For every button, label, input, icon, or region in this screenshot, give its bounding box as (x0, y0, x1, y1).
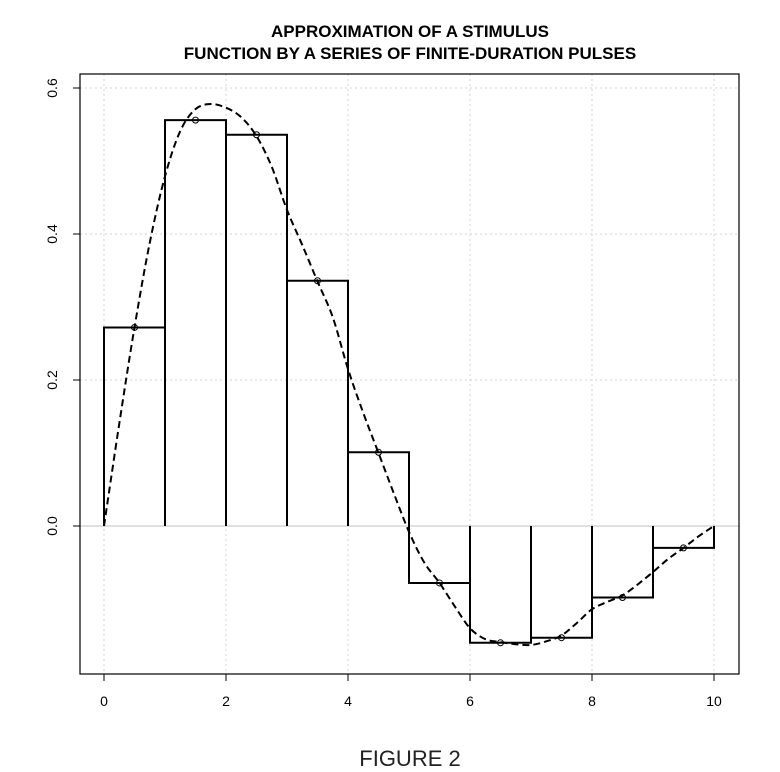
pulse-bar-3 (286, 279, 349, 526)
figure-caption: FIGURE 2 (359, 746, 460, 771)
pulse-bar-8 (591, 526, 654, 599)
pulse-bars (103, 119, 715, 644)
pulse-bar-4 (347, 451, 410, 526)
sample-point-9 (680, 544, 687, 552)
pulse-bar-5 (408, 526, 471, 584)
y-tick-label-2: 0.4 (44, 224, 60, 244)
pulse-bar-7 (530, 526, 593, 639)
pulse-bar-1 (164, 119, 227, 526)
stimulus-curve (103, 103, 715, 647)
axes: 0 2 4 6 8 10 0.0 0.2 0.4 0.6 (44, 73, 740, 709)
pulse-bar-2 (225, 133, 288, 526)
y-tick-label-1: 0.2 (44, 370, 60, 390)
grid (80, 74, 739, 674)
sample-point-1 (192, 116, 199, 124)
x-tick-label-5: 10 (706, 693, 722, 709)
sample-point-5 (436, 579, 443, 587)
y-tick-label-3: 0.6 (44, 78, 60, 98)
chart-title: APPROXIMATION OF A STIMULUS (271, 22, 549, 41)
sample-points (131, 116, 687, 647)
x-tick-label-1: 2 (222, 693, 230, 709)
plot-frame (79, 73, 740, 675)
x-tick-label-2: 4 (344, 693, 352, 709)
pulse-bar-0 (103, 326, 166, 526)
sample-point-4 (375, 448, 382, 456)
x-tick-label-3: 6 (466, 693, 474, 709)
y-tick-label-0: 0.0 (44, 516, 60, 536)
sample-point-2 (253, 131, 260, 139)
sample-point-0 (131, 323, 138, 331)
pulse-bar-6 (469, 526, 532, 644)
sample-point-6 (497, 639, 504, 647)
stimulus-curve-layer (103, 103, 715, 647)
x-tick-label-4: 8 (588, 693, 596, 709)
sample-point-7 (558, 634, 565, 642)
chart-subtitle: FUNCTION BY A SERIES OF FINITE-DURATION … (184, 44, 636, 63)
sample-point-8 (619, 594, 626, 602)
x-tick-label-0: 0 (100, 693, 108, 709)
sample-point-3 (314, 277, 321, 285)
